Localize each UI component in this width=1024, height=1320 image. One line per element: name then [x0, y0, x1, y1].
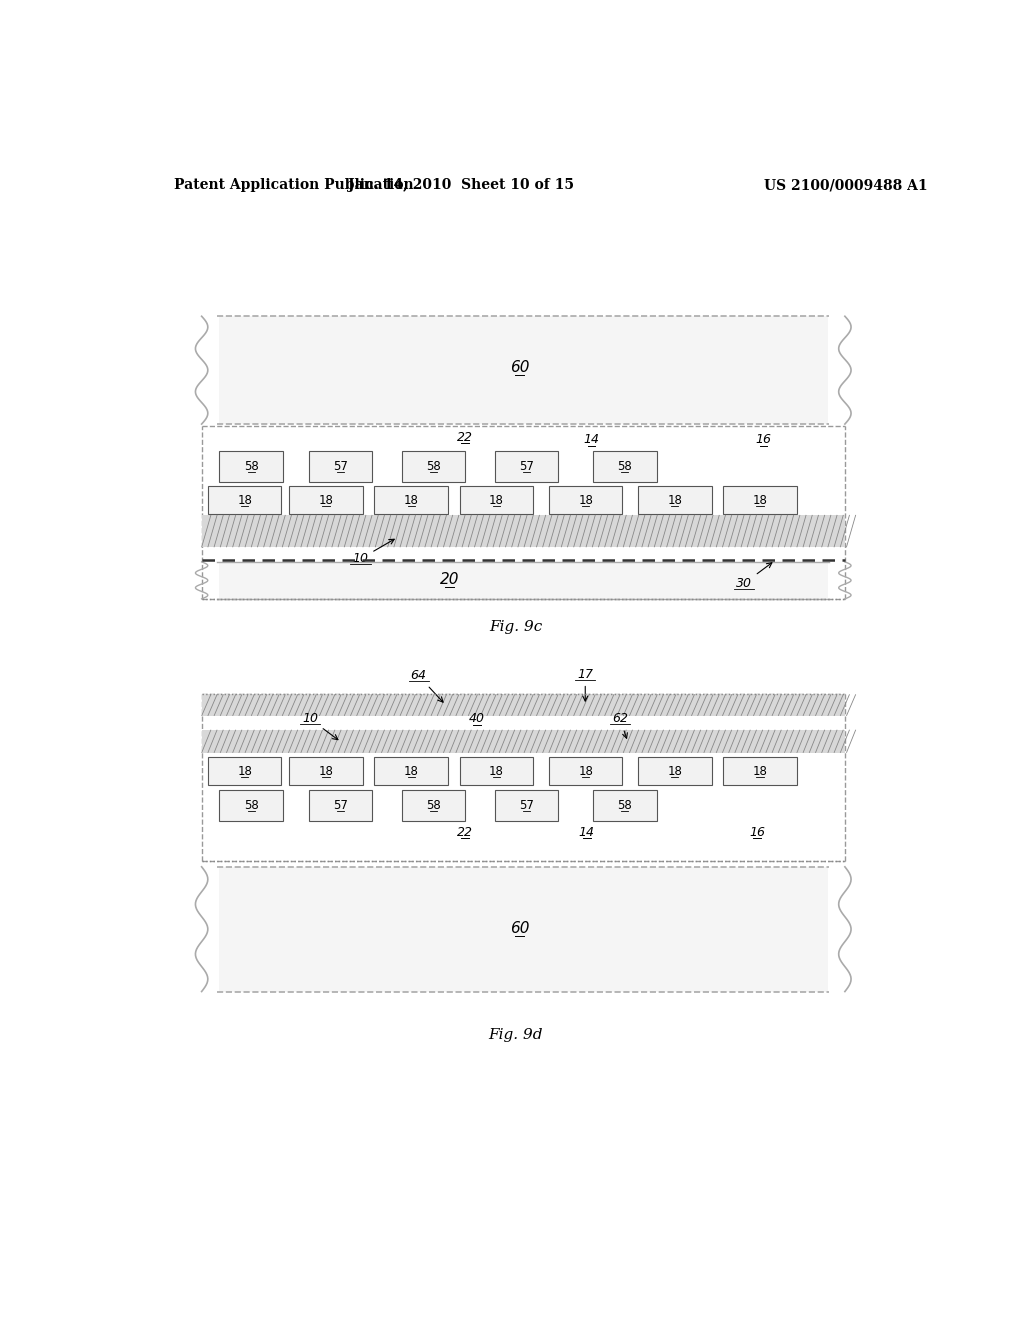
FancyBboxPatch shape [289, 487, 362, 515]
Text: 14: 14 [579, 825, 595, 838]
Text: 30: 30 [736, 562, 772, 590]
FancyBboxPatch shape [593, 789, 656, 821]
Text: 64: 64 [411, 669, 443, 702]
FancyBboxPatch shape [289, 758, 362, 785]
FancyBboxPatch shape [202, 515, 845, 548]
Text: 18: 18 [403, 764, 419, 777]
FancyBboxPatch shape [208, 487, 282, 515]
Text: 57: 57 [333, 459, 348, 473]
Text: 14: 14 [584, 433, 599, 446]
FancyBboxPatch shape [723, 758, 797, 785]
Text: 18: 18 [238, 764, 252, 777]
Text: 18: 18 [668, 494, 682, 507]
Text: Fig. 9d: Fig. 9d [488, 1028, 543, 1041]
Text: 58: 58 [244, 799, 259, 812]
Text: 10: 10 [302, 713, 338, 739]
FancyBboxPatch shape [401, 451, 465, 482]
Text: Patent Application Publication: Patent Application Publication [174, 178, 414, 193]
FancyBboxPatch shape [495, 789, 558, 821]
Text: Fig. 9c: Fig. 9c [488, 619, 542, 634]
Text: 18: 18 [579, 764, 593, 777]
Text: 58: 58 [244, 459, 259, 473]
Text: 58: 58 [426, 459, 440, 473]
FancyBboxPatch shape [723, 487, 797, 515]
FancyBboxPatch shape [638, 758, 712, 785]
FancyBboxPatch shape [219, 867, 827, 991]
Text: 16: 16 [756, 433, 771, 446]
FancyBboxPatch shape [375, 487, 449, 515]
FancyBboxPatch shape [202, 730, 845, 752]
FancyBboxPatch shape [219, 562, 827, 599]
FancyBboxPatch shape [495, 451, 558, 482]
Text: 22: 22 [457, 430, 473, 444]
Text: 18: 18 [403, 494, 419, 507]
Text: 18: 18 [489, 764, 504, 777]
Text: 60: 60 [510, 360, 529, 375]
Text: 18: 18 [489, 494, 504, 507]
Text: 20: 20 [440, 572, 460, 587]
Text: 18: 18 [238, 494, 252, 507]
Text: 40: 40 [469, 713, 484, 726]
Text: 18: 18 [753, 494, 767, 507]
FancyBboxPatch shape [638, 487, 712, 515]
Text: US 2100/0009488 A1: US 2100/0009488 A1 [764, 178, 927, 193]
Text: 17: 17 [578, 668, 593, 701]
Text: 10: 10 [352, 540, 394, 565]
Text: 58: 58 [617, 459, 632, 473]
Text: 18: 18 [318, 494, 334, 507]
FancyBboxPatch shape [219, 451, 283, 482]
FancyBboxPatch shape [208, 758, 282, 785]
FancyBboxPatch shape [549, 758, 623, 785]
Text: 57: 57 [333, 799, 348, 812]
FancyBboxPatch shape [308, 451, 372, 482]
FancyBboxPatch shape [593, 451, 656, 482]
FancyBboxPatch shape [308, 789, 372, 821]
Text: 57: 57 [519, 459, 534, 473]
FancyBboxPatch shape [219, 789, 283, 821]
Text: 16: 16 [750, 825, 765, 838]
Text: 58: 58 [617, 799, 632, 812]
FancyBboxPatch shape [375, 758, 449, 785]
Text: Jan. 14, 2010  Sheet 10 of 15: Jan. 14, 2010 Sheet 10 of 15 [348, 178, 574, 193]
Text: 58: 58 [426, 799, 440, 812]
FancyBboxPatch shape [460, 758, 534, 785]
FancyBboxPatch shape [549, 487, 623, 515]
FancyBboxPatch shape [401, 789, 465, 821]
Text: 18: 18 [579, 494, 593, 507]
Text: 18: 18 [318, 764, 334, 777]
FancyBboxPatch shape [219, 317, 827, 424]
Text: 57: 57 [519, 799, 534, 812]
Text: 62: 62 [612, 713, 628, 738]
Text: 18: 18 [668, 764, 682, 777]
FancyBboxPatch shape [202, 694, 845, 715]
FancyBboxPatch shape [460, 487, 534, 515]
Text: 60: 60 [510, 921, 529, 936]
Text: 18: 18 [753, 764, 767, 777]
Text: 22: 22 [457, 825, 473, 838]
